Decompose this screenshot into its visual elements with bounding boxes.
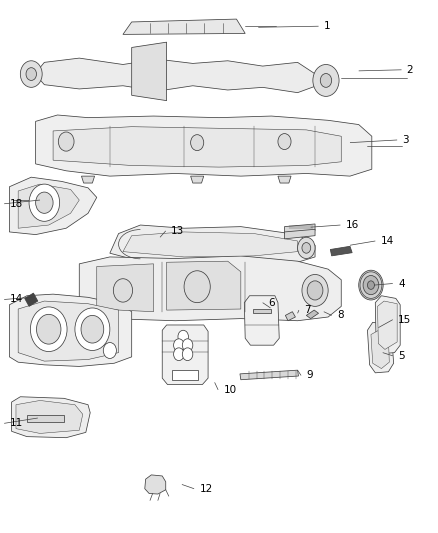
Circle shape: [29, 184, 60, 221]
Circle shape: [307, 281, 323, 300]
Polygon shape: [145, 475, 166, 494]
Circle shape: [191, 135, 204, 151]
Polygon shape: [16, 400, 83, 433]
Polygon shape: [166, 261, 241, 310]
Polygon shape: [240, 370, 298, 379]
Text: 2: 2: [407, 65, 413, 75]
Polygon shape: [35, 115, 372, 176]
Polygon shape: [244, 296, 279, 345]
Polygon shape: [123, 19, 245, 35]
Polygon shape: [25, 293, 38, 306]
Polygon shape: [53, 127, 341, 167]
Polygon shape: [367, 322, 394, 373]
Text: 9: 9: [306, 370, 313, 381]
Polygon shape: [330, 246, 352, 256]
Polygon shape: [278, 176, 291, 183]
Text: 1: 1: [324, 21, 330, 31]
Circle shape: [359, 270, 383, 300]
Circle shape: [302, 274, 328, 306]
Text: 11: 11: [10, 418, 23, 429]
Polygon shape: [10, 294, 132, 367]
Circle shape: [184, 271, 210, 303]
Polygon shape: [79, 256, 341, 321]
Polygon shape: [12, 397, 90, 438]
Circle shape: [320, 74, 332, 87]
Polygon shape: [371, 329, 389, 368]
Text: 6: 6: [268, 297, 275, 308]
Circle shape: [30, 307, 67, 352]
Circle shape: [278, 134, 291, 150]
Text: 10: 10: [223, 385, 237, 395]
Text: 14: 14: [381, 236, 394, 246]
Polygon shape: [378, 301, 397, 350]
Text: 3: 3: [403, 135, 409, 145]
Circle shape: [302, 243, 311, 253]
Circle shape: [81, 316, 104, 343]
Polygon shape: [285, 229, 315, 239]
Bar: [27, 415, 64, 422]
Polygon shape: [31, 58, 319, 93]
Polygon shape: [375, 296, 400, 354]
Polygon shape: [97, 264, 153, 312]
Circle shape: [26, 68, 36, 80]
Circle shape: [313, 64, 339, 96]
Circle shape: [367, 281, 374, 289]
Text: 14: 14: [10, 294, 23, 304]
Circle shape: [297, 237, 315, 259]
Polygon shape: [123, 232, 297, 257]
Circle shape: [58, 132, 74, 151]
Polygon shape: [306, 310, 318, 319]
Circle shape: [182, 339, 193, 352]
Polygon shape: [10, 177, 97, 235]
Circle shape: [182, 348, 193, 361]
Circle shape: [36, 314, 61, 344]
Polygon shape: [285, 224, 315, 233]
Polygon shape: [286, 312, 295, 321]
Circle shape: [75, 308, 110, 351]
Circle shape: [173, 339, 184, 352]
Text: 18: 18: [10, 199, 23, 209]
Circle shape: [20, 61, 42, 87]
Text: 8: 8: [337, 310, 343, 320]
Text: 4: 4: [398, 279, 405, 288]
Circle shape: [363, 276, 379, 295]
Circle shape: [103, 343, 117, 359]
Polygon shape: [253, 309, 271, 313]
Text: 13: 13: [171, 226, 184, 236]
Bar: [172, 370, 198, 379]
Polygon shape: [18, 184, 79, 228]
Text: 12: 12: [199, 484, 212, 494]
Text: 5: 5: [398, 351, 405, 361]
Circle shape: [178, 330, 188, 343]
Polygon shape: [18, 301, 119, 361]
Circle shape: [173, 348, 184, 361]
Circle shape: [113, 279, 133, 302]
Polygon shape: [162, 325, 208, 384]
Polygon shape: [110, 225, 315, 262]
Polygon shape: [81, 176, 95, 183]
Circle shape: [35, 192, 53, 213]
Text: 15: 15: [398, 314, 411, 325]
Polygon shape: [132, 42, 166, 101]
Text: 16: 16: [346, 220, 359, 230]
Polygon shape: [191, 176, 204, 183]
Text: 7: 7: [304, 305, 311, 315]
